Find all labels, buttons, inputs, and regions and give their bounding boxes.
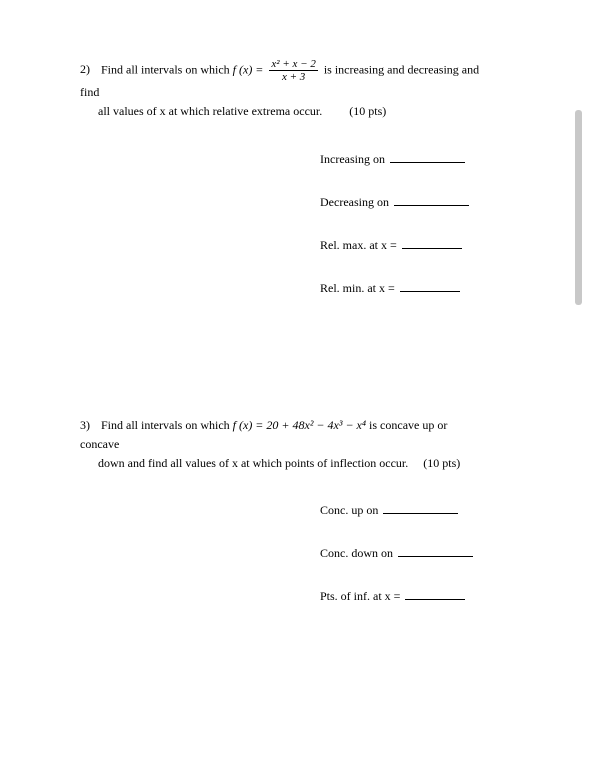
answer-increasing: Increasing on xyxy=(320,152,480,167)
blank-relmin[interactable] xyxy=(400,282,460,292)
problem-3: 3) Find all intervals on which f (x) = 2… xyxy=(80,416,480,605)
problem-2-number: 2) xyxy=(80,60,98,79)
answer-relmax: Rel. max. at x = xyxy=(320,238,480,253)
problem-3-answers: Conc. up on Conc. down on Pts. of inf. a… xyxy=(80,503,480,604)
label-increasing: Increasing on xyxy=(320,152,385,166)
problem-2-prefix: Find all intervals on which xyxy=(101,62,233,76)
blank-ptsinf[interactable] xyxy=(405,590,465,600)
blank-concup[interactable] xyxy=(383,504,458,514)
problem-2-text: 2) Find all intervals on which f (x) = x… xyxy=(80,58,480,122)
scrollbar-thumb[interactable] xyxy=(575,110,582,305)
label-decreasing: Decreasing on xyxy=(320,195,389,209)
problem-3-fn-label: f (x) = 20 + 48x² − 4x³ − x⁴ xyxy=(233,418,366,432)
fraction-numerator: x² + x − 2 xyxy=(269,58,317,71)
answer-concup: Conc. up on xyxy=(320,503,480,518)
label-concdown: Conc. down on xyxy=(320,546,393,560)
problem-3-text: 3) Find all intervals on which f (x) = 2… xyxy=(80,416,480,474)
problem-2-answers: Increasing on Decreasing on Rel. max. at… xyxy=(80,152,480,296)
label-concup: Conc. up on xyxy=(320,503,378,517)
problem-2-points: (10 pts) xyxy=(325,104,386,118)
fraction-denominator: x + 3 xyxy=(269,71,317,83)
worksheet-page: 2) Find all intervals on which f (x) = x… xyxy=(0,0,560,764)
answer-decreasing: Decreasing on xyxy=(320,195,480,210)
problem-3-line2: down and find all values of x at which p… xyxy=(80,456,408,470)
blank-increasing[interactable] xyxy=(390,153,465,163)
answer-relmin: Rel. min. at x = xyxy=(320,281,480,296)
answer-concdown: Conc. down on xyxy=(320,546,480,561)
problem-2: 2) Find all intervals on which f (x) = x… xyxy=(80,58,480,296)
problem-3-number: 3) xyxy=(80,416,98,435)
label-relmax: Rel. max. at x = xyxy=(320,238,397,252)
problem-3-prefix: Find all intervals on which xyxy=(101,418,233,432)
label-relmin: Rel. min. at x = xyxy=(320,281,395,295)
problem-2-line2: all values of x at which relative extrem… xyxy=(80,104,322,118)
answer-ptsinf: Pts. of inf. at x = xyxy=(320,589,480,604)
blank-concdown[interactable] xyxy=(398,547,473,557)
problem-2-fn-label: f (x) = xyxy=(233,62,264,76)
problem-3-points: (10 pts) xyxy=(411,456,460,470)
blank-decreasing[interactable] xyxy=(394,196,469,206)
problem-2-fraction: x² + x − 2 x + 3 xyxy=(269,58,317,83)
blank-relmax[interactable] xyxy=(402,239,462,249)
label-ptsinf: Pts. of inf. at x = xyxy=(320,589,400,603)
